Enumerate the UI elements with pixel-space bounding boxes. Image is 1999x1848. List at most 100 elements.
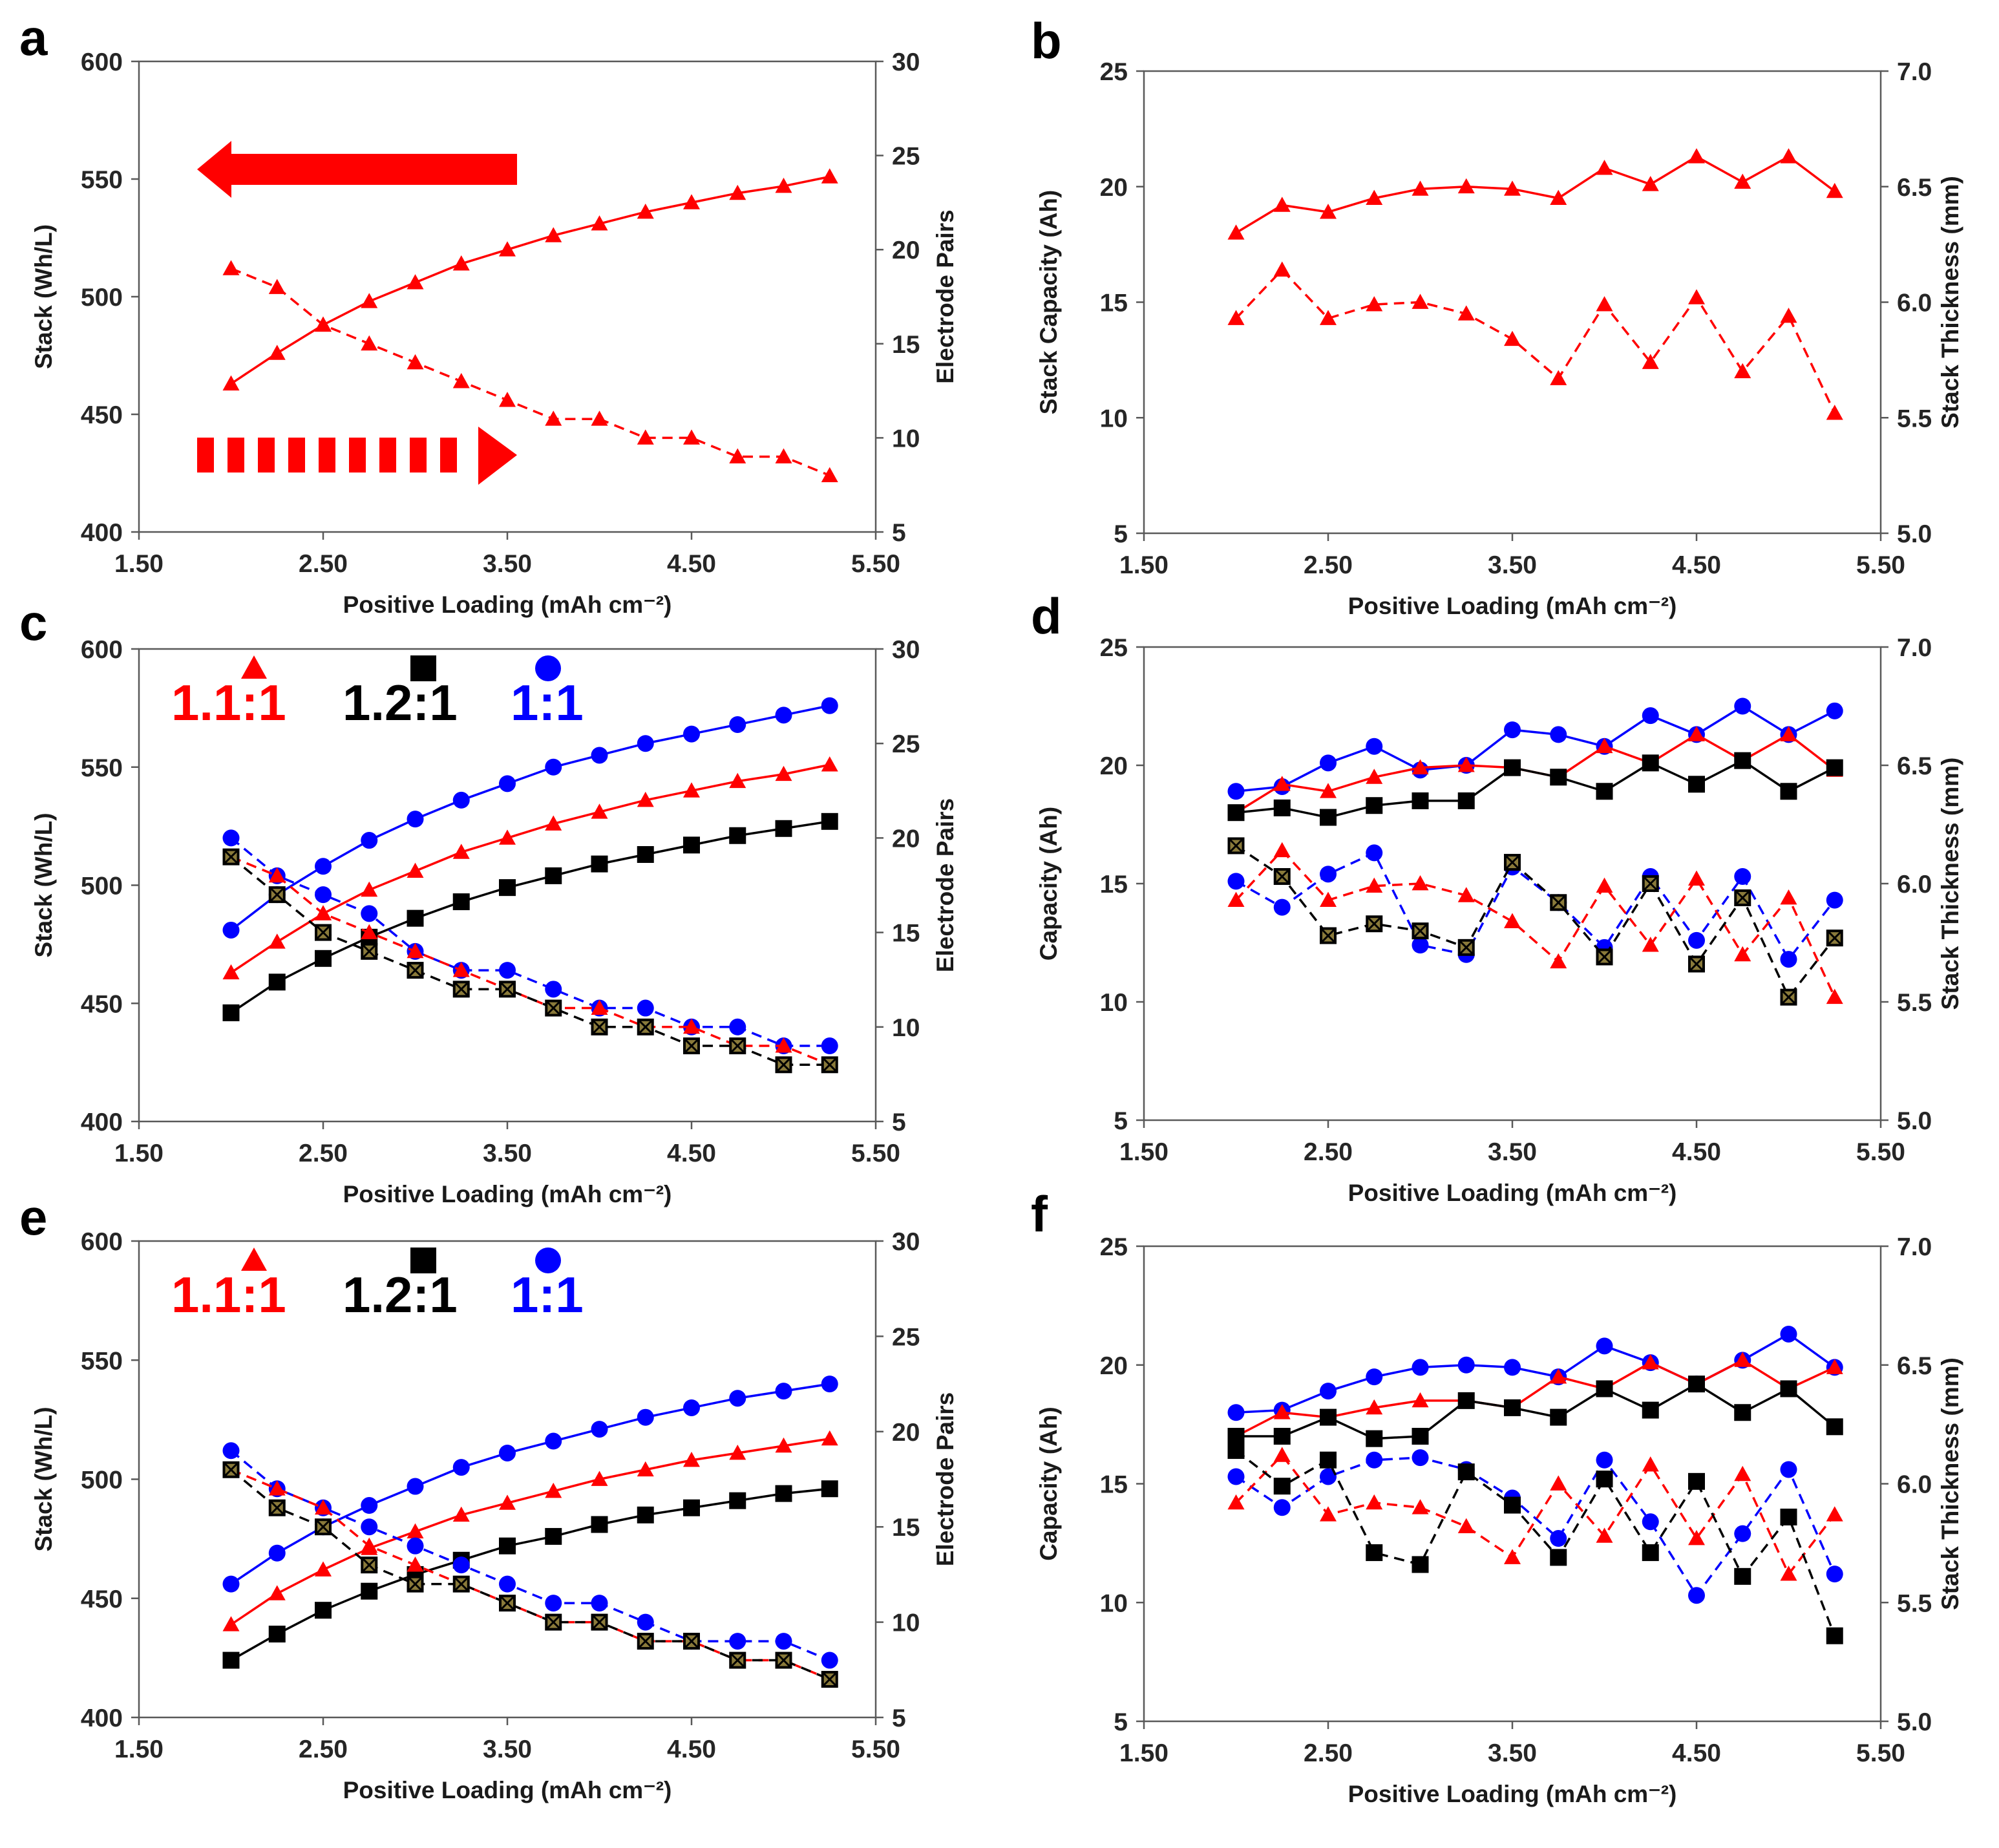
data-point [1320, 1506, 1337, 1522]
y2-tick-label: 15 [892, 331, 920, 359]
right-arrow-dash [440, 438, 457, 473]
data-point [775, 1437, 792, 1453]
data-point [1457, 1392, 1475, 1409]
x-tick-label: 2.50 [299, 550, 348, 578]
data-point-x [1782, 990, 1795, 1004]
data-point [545, 227, 562, 242]
x-tick-label: 3.50 [1488, 1739, 1537, 1767]
data-point [315, 858, 332, 875]
data-point [1642, 1544, 1659, 1562]
y2-tick-label: 20 [892, 1419, 920, 1447]
data-point [591, 1421, 608, 1438]
data-point [361, 1537, 378, 1553]
data-point-x [408, 1577, 422, 1591]
data-point [361, 1582, 378, 1600]
data-point [361, 905, 378, 922]
series-line [1235, 155, 1835, 234]
y-tick-label: 25 [1100, 1233, 1128, 1261]
y2-tick-label: 6.5 [1897, 752, 1932, 780]
series-stack-energy-density-1-1-1- [222, 168, 838, 391]
data-point [361, 924, 378, 939]
data-point [729, 1492, 746, 1509]
series-line [230, 1383, 830, 1586]
legend-marker-circle [535, 655, 561, 681]
y-tick-label: 25 [1100, 634, 1128, 662]
data-point [1596, 877, 1613, 893]
y2-tick-label: 30 [892, 48, 920, 76]
data-point [591, 1471, 608, 1486]
data-point [222, 964, 240, 980]
data-point [1273, 196, 1291, 212]
data-point [591, 410, 608, 426]
data-point [222, 375, 240, 391]
series-line [230, 267, 830, 477]
x-axis-label: Positive Loading (mAh cm⁻²) [343, 591, 672, 618]
data-point [1734, 1465, 1751, 1482]
legend-label: 1:1 [511, 1266, 584, 1323]
data-point-x [1229, 839, 1243, 853]
data-point [637, 735, 654, 752]
data-point [1688, 1530, 1705, 1545]
series-1-2-1-wh-l [222, 812, 838, 1021]
data-point [637, 203, 654, 219]
data-point [1320, 1468, 1337, 1485]
data-point [1826, 1627, 1843, 1644]
data-point [729, 716, 746, 733]
data-point [1596, 160, 1613, 175]
x-tick-label: 3.50 [483, 1140, 532, 1167]
data-point [683, 1452, 700, 1467]
data-point [361, 1497, 378, 1514]
y2-tick-label: 20 [892, 825, 920, 853]
data-point [407, 1478, 424, 1495]
y2-tick-label: 30 [892, 636, 920, 664]
data-point [499, 962, 516, 979]
y2-tick-label: 5 [892, 1705, 906, 1732]
panel-d: 1.50 2.50 3.50 4.50 5.50 5 10 15 20 25 5.0 5.5 6.0 6.… [1031, 588, 1963, 1206]
data-point [1550, 1549, 1567, 1566]
y2-axis-label: Stack Thickness (mm) [1937, 1357, 1963, 1610]
x-tick-label: 2.50 [299, 1140, 348, 1167]
data-point-x [363, 944, 376, 958]
series-1-2-1-thickness [1227, 1442, 1843, 1644]
data-point [1320, 1408, 1337, 1426]
data-point [637, 1506, 654, 1524]
data-point [1412, 875, 1429, 891]
data-point [1734, 868, 1751, 886]
right-arrow-dash [258, 438, 275, 473]
data-point [591, 215, 608, 231]
data-point-x [1275, 869, 1289, 884]
plot-frame [1143, 70, 1882, 535]
series-line [1236, 705, 1835, 793]
data-point-x [731, 1653, 745, 1667]
data-point [452, 1506, 470, 1522]
y-tick-label: 20 [1100, 174, 1128, 202]
data-point [452, 1459, 470, 1476]
y-tick-label: 500 [81, 1467, 123, 1494]
data-point [452, 373, 470, 388]
legend-marker-triangle [241, 1248, 267, 1271]
series-electrode-pairs-1-1-1- [222, 260, 838, 483]
series-1-2-1-capacity [1227, 752, 1843, 826]
data-point [729, 1390, 746, 1407]
x-tick-label: 3.50 [483, 1736, 532, 1763]
y2-axis-label: Electrode Pairs [932, 798, 958, 972]
data-point [1826, 988, 1843, 1004]
data-point [591, 1516, 608, 1533]
x-tick-label: 3.50 [483, 550, 532, 578]
data-point [1550, 189, 1567, 206]
data-point [683, 1018, 700, 1034]
data-point [1826, 759, 1843, 776]
data-point-x [1413, 924, 1427, 938]
x-tick-label: 4.50 [1672, 551, 1721, 579]
data-point [1596, 738, 1613, 754]
data-point [683, 782, 700, 798]
data-point-x [777, 1653, 790, 1667]
data-point [1366, 1451, 1383, 1469]
data-point [1642, 754, 1659, 772]
data-point-x [593, 1615, 606, 1629]
x-tick-label: 1.50 [1119, 551, 1169, 579]
y-tick-label: 600 [81, 636, 123, 664]
data-point-x [224, 850, 238, 864]
data-point [591, 999, 608, 1015]
data-point-x [777, 1058, 790, 1072]
